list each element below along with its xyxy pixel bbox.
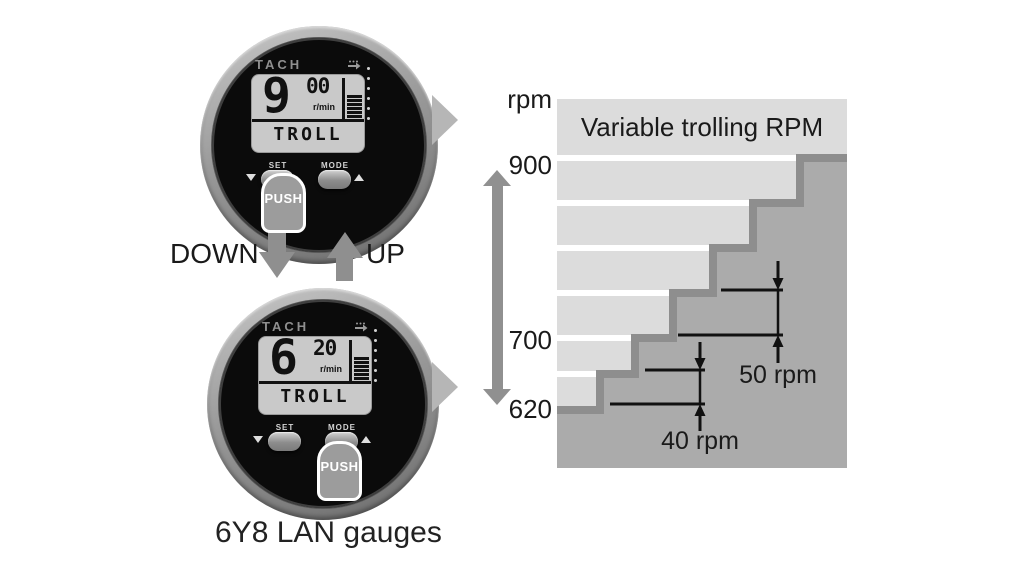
tach-brand-label: TACH: [262, 319, 310, 334]
up-arrow-head: [327, 232, 363, 258]
bar-segment: [347, 98, 362, 102]
scale-dot: [374, 359, 377, 362]
scale-dot: [374, 369, 377, 372]
lan-connector-icon: [348, 60, 361, 70]
increase-triangle-icon: [361, 436, 371, 443]
lcd-vertical-separator: [342, 78, 345, 119]
rpm-unit-label: r/min: [320, 364, 343, 374]
increase-triangle-icon: [354, 174, 364, 181]
bar-segment: [354, 376, 369, 380]
scale-dot: [374, 349, 377, 352]
rpm-sub-digits: 00: [306, 74, 330, 98]
staircase-line: [557, 154, 847, 414]
bar-segment: [347, 102, 362, 106]
lcd-vertical-separator: [349, 340, 352, 381]
bar-gauge: [354, 357, 369, 381]
tach-gauge-bottom: TACH 6 20 r/min TROLL SET MODE: [207, 288, 439, 520]
rpm-main-digit: 6: [269, 330, 298, 386]
push-callout-set: PUSH: [261, 173, 306, 233]
down-arrow-head: [259, 252, 295, 278]
push-label: PUSH: [264, 191, 303, 206]
trolling-rpm-chart: [557, 99, 847, 468]
dimension-40rpm: [610, 342, 706, 431]
bar-segment: [354, 368, 369, 372]
scale-dots: [374, 329, 378, 389]
scale-dot: [367, 97, 370, 100]
bar-segment: [354, 357, 369, 360]
scale-dot: [367, 67, 370, 70]
dimension-50rpm: [678, 261, 784, 363]
range-arrow-down-head: [483, 389, 511, 405]
pointer-triangle-top: [432, 95, 458, 145]
dim-label-50rpm: 50 rpm: [739, 361, 817, 389]
bar-segment: [354, 364, 369, 368]
staircase-fill: [557, 158, 847, 468]
troll-mode-label: TROLL: [273, 124, 343, 145]
mode-button-label: MODE: [321, 161, 349, 170]
push-label: PUSH: [320, 459, 359, 474]
tick-700: 700: [508, 325, 552, 355]
down-label: DOWN: [170, 238, 259, 269]
chart-title: Variable trolling RPM: [580, 112, 824, 142]
set-button-label: SET: [268, 161, 288, 170]
decrease-triangle-icon: [246, 174, 256, 181]
up-arrow-icon: [336, 257, 353, 281]
bar-segment: [347, 110, 362, 114]
troll-mode-label: TROLL: [280, 386, 350, 407]
tick-620: 620: [508, 394, 552, 424]
range-arrow: [492, 184, 503, 390]
range-arrow-up-head: [483, 170, 511, 186]
lan-connector-icon: [355, 322, 368, 332]
decrease-triangle-icon: [253, 436, 263, 443]
scale-dot: [374, 339, 377, 342]
bar-segment: [347, 95, 362, 98]
set-button: [268, 432, 301, 451]
tach-brand-label: TACH: [255, 57, 303, 72]
scale-dot: [367, 117, 370, 120]
set-button-label: SET: [275, 423, 295, 432]
pointer-triangle-bottom: [432, 362, 458, 412]
scale-dot: [367, 87, 370, 90]
scale-dot: [367, 77, 370, 80]
scale-dot: [374, 379, 377, 382]
lcd-display: 9 00 r/min TROLL: [252, 68, 364, 152]
scale-dot: [374, 329, 377, 332]
gauge-caption: 6Y8 LAN gauges: [215, 516, 442, 549]
rpm-sub-digits: 20: [313, 336, 337, 360]
bar-segment: [354, 360, 369, 364]
bar-gauge: [347, 95, 362, 119]
lcd-horizontal-line: [252, 119, 364, 122]
dim-label-40rpm: 40 rpm: [661, 427, 739, 455]
push-callout-mode: PUSH: [317, 441, 362, 501]
up-label: UP: [366, 238, 405, 269]
rpm-unit-label: r/min: [313, 102, 336, 112]
rpm-main-digit: 9: [262, 68, 291, 124]
bar-segment: [347, 106, 362, 110]
tick-900: 900: [508, 150, 552, 180]
chart-unit-label: rpm: [507, 84, 552, 114]
lcd-display: 6 20 r/min TROLL: [259, 330, 371, 414]
bar-segment: [347, 114, 362, 118]
mode-button: [318, 170, 351, 189]
lcd-horizontal-line: [259, 381, 371, 384]
scale-dots: [367, 67, 371, 127]
tach-gauge-top: TACH 9 00 r/min TROLL SET MODE: [200, 26, 438, 264]
mode-button-label: MODE: [328, 423, 356, 432]
scale-dot: [367, 107, 370, 110]
down-arrow-icon: [268, 227, 286, 253]
bar-segment: [354, 372, 369, 376]
